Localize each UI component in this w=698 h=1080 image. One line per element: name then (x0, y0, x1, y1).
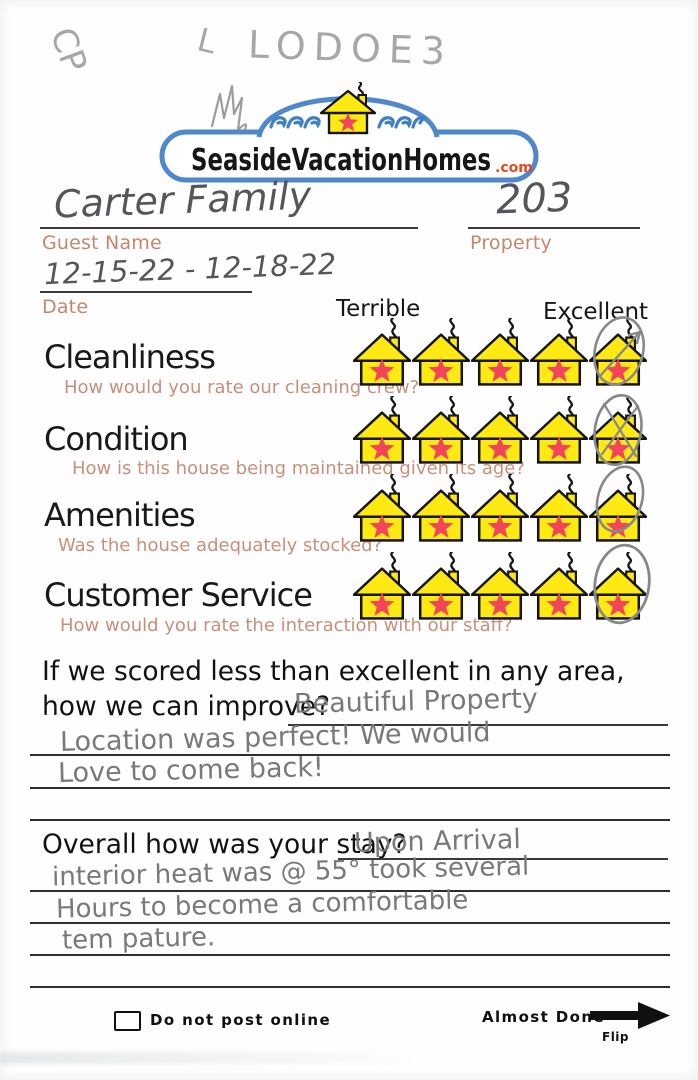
house-rating-icon (471, 552, 529, 622)
scale-terrible-label: Terrible (336, 296, 421, 322)
pencil-circle-arrow-mark (593, 316, 645, 386)
rating-title-customer-service: Customer Service (44, 576, 313, 614)
pencil-circle-mark (593, 543, 651, 625)
overall-answer-line4: tem pature. (61, 922, 216, 956)
do-not-post-checkbox (114, 1011, 141, 1031)
answer-line (30, 954, 670, 956)
date-label: Date (42, 296, 89, 318)
rating-houses-customer-service (353, 543, 651, 625)
flip-label: Flip (602, 1030, 630, 1044)
house-rating-icon (353, 318, 411, 388)
answer-line (288, 724, 668, 726)
property-line (468, 227, 640, 229)
seaside-vacation-homes-logo: SeasideVacationHomes .com (159, 82, 539, 183)
house-rating-icon (412, 552, 470, 622)
improve-answer-line3: Love to come back! (57, 751, 325, 790)
scan-smudge (0, 1052, 430, 1064)
rating-houses-condition (353, 394, 647, 466)
do-not-post-label: Do not post online (150, 1011, 332, 1029)
almost-done-label: Almost Done (482, 1008, 606, 1026)
house-rating-icon (412, 474, 470, 544)
answer-line (30, 819, 670, 821)
answer-line (338, 858, 668, 860)
answer-line (30, 787, 670, 789)
logo-waves-left (269, 116, 321, 129)
rating-houses-amenities (353, 465, 647, 544)
rating-title-cleanliness: Cleanliness (44, 338, 216, 376)
improve-answer-line2: Location was perfect! We would (59, 717, 491, 758)
house-rating-icon (353, 474, 411, 544)
improve-answer-line1: Beautiful Property (293, 683, 539, 720)
overall-prompt: Overall how was your stay? (42, 829, 407, 860)
answer-line (30, 754, 670, 756)
house-rating-icon (412, 396, 470, 466)
pencil-scribble-cp: CP (41, 22, 95, 78)
rating-houses-cleanliness (353, 316, 647, 388)
rating-subtitle-condition: How is this house being maintained given… (72, 458, 525, 479)
pencil-scribble-l: L (193, 20, 221, 62)
rating-subtitle-customer-service: How would you rate the interaction with … (60, 615, 513, 636)
rating-title-amenities: Amenities (44, 496, 196, 534)
rating-subtitle-amenities: Was the house adequately stocked? (58, 535, 383, 556)
house-rating-icon (353, 552, 411, 622)
logo-house-icon (319, 82, 377, 135)
house-rating-icon (471, 318, 529, 388)
guest-name-value: Carter Family (53, 173, 312, 227)
logo-tld-text: .com (495, 160, 533, 176)
answer-line (30, 890, 670, 892)
improve-prompt-line2: how we can improve? (42, 691, 331, 722)
rating-title-condition: Condition (44, 420, 189, 458)
answer-line (30, 922, 670, 924)
scale-excellent-label: Excellent (543, 299, 649, 325)
logo-waves-right (377, 116, 428, 129)
date-line (40, 291, 252, 293)
house-rating-icon (353, 396, 411, 466)
house-rating-icon (412, 318, 470, 388)
improve-prompt-line1: If we scored less than excellent in any … (42, 656, 625, 687)
logo-brand-text: SeasideVacationHomes (191, 143, 491, 178)
answer-line (30, 986, 670, 988)
house-rating-icon (471, 474, 529, 544)
pencil-circle-mark (595, 465, 645, 533)
guest-name-line (40, 227, 418, 229)
house-rating-icon (471, 396, 529, 466)
pencil-scribble-lodoe: LODOE3 (247, 22, 454, 74)
pencil-circle-x-mark (593, 394, 643, 466)
guest-name-label: Guest Name (42, 232, 162, 254)
property-value: 203 (495, 174, 574, 224)
property-label: Property (470, 232, 552, 254)
rating-subtitle-cleanliness: How would you rate our cleaning crew? (64, 377, 420, 398)
flip-arrow-icon (590, 1002, 670, 1029)
